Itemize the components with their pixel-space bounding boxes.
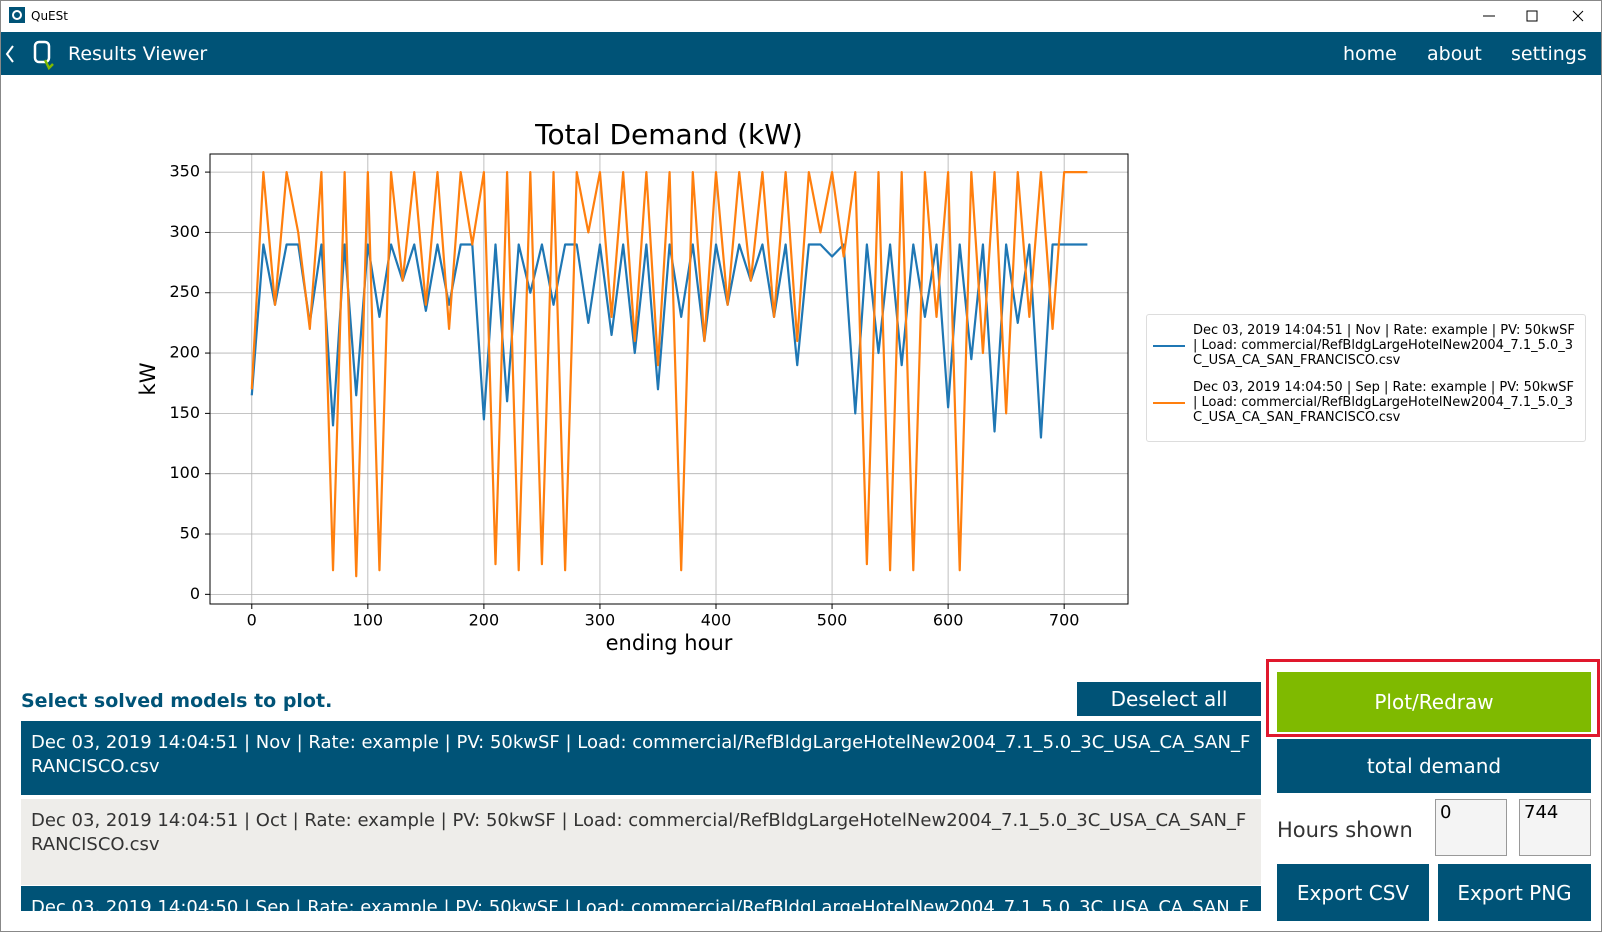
y-tick-label: 150 xyxy=(169,403,200,422)
export-png-button[interactable]: Export PNG xyxy=(1438,864,1591,921)
plot-frame xyxy=(209,153,1129,605)
x-tick-label: 700 xyxy=(1049,611,1080,630)
hours-label: Hours shown xyxy=(1277,818,1413,842)
chart: Total Demand (kW) ending hour kW 0 50 100 1… xyxy=(136,118,1129,655)
y-tick-label: 50 xyxy=(180,524,200,543)
nav-link[interactable]: home xyxy=(1343,43,1397,65)
nav-link[interactable]: settings xyxy=(1511,43,1587,65)
window-title: QuESt xyxy=(31,9,68,23)
hours-end-input[interactable]: 744 xyxy=(1519,799,1591,856)
y-tick-label: 250 xyxy=(169,282,200,301)
y-tick-label: 300 xyxy=(169,222,200,241)
deselect-button[interactable]: Deselect all xyxy=(1077,682,1261,716)
model-item[interactable]: Dec 03, 2019 14:04:51 | Nov | Rate: exam… xyxy=(21,721,1261,795)
title-bar: QuESt xyxy=(1,1,1601,31)
legend: Dec 03, 2019 14:04:51 | Nov | Rate: exam… xyxy=(1146,314,1586,442)
app-icon xyxy=(9,7,25,23)
legend-entry: Dec 03, 2019 14:04:50 | Sep | Rate: exam… xyxy=(1153,380,1579,425)
x-tick-label: 500 xyxy=(817,611,848,630)
view-button[interactable]: total demand xyxy=(1277,739,1591,793)
chart-title: Total Demand (kW) xyxy=(534,118,803,151)
nav-icons[interactable] xyxy=(3,40,63,72)
export-csv-button[interactable]: Export CSV xyxy=(1277,864,1429,921)
series-line xyxy=(250,170,1088,578)
y-tick-label: 200 xyxy=(169,343,200,362)
prompt: Select solved models to plot. xyxy=(21,690,333,712)
model-item[interactable]: Dec 03, 2019 14:04:50 | Sep | Rate: exam… xyxy=(21,886,1261,911)
legend-swatch xyxy=(1153,344,1185,347)
nav-title: Results Viewer xyxy=(68,43,208,65)
nav-bar: Results Viewer home about settings xyxy=(1,32,1601,75)
legend-label: Dec 03, 2019 14:04:51 | Nov | Rate: exam… xyxy=(1193,323,1575,368)
x-axis-label: ending hour xyxy=(606,631,733,655)
y-tick-label: 350 xyxy=(169,162,200,181)
hours-start-input[interactable]: 0 xyxy=(1435,799,1507,856)
legend-entry: Dec 03, 2019 14:04:51 | Nov | Rate: exam… xyxy=(1153,323,1579,368)
x-tick-label: 400 xyxy=(701,611,732,630)
x-tick-label: 200 xyxy=(469,611,500,630)
model-item[interactable]: Dec 03, 2019 14:04:51 | Oct | Rate: exam… xyxy=(21,799,1261,885)
plot-button[interactable]: Plot/Redraw xyxy=(1277,672,1591,732)
nav-link[interactable]: about xyxy=(1427,43,1482,65)
legend-swatch xyxy=(1153,401,1185,404)
y-tick-label: 100 xyxy=(169,463,200,482)
y-axis-label: kW xyxy=(136,362,160,395)
x-tick-label: 0 xyxy=(247,611,257,630)
window-controls[interactable] xyxy=(1471,1,1601,31)
legend-label: Dec 03, 2019 14:04:50 | Sep | Rate: exam… xyxy=(1193,380,1575,425)
x-tick-label: 300 xyxy=(585,611,616,630)
x-tick-label: 100 xyxy=(353,611,384,630)
x-tick-label: 600 xyxy=(933,611,964,630)
highlight-box xyxy=(1266,659,1600,737)
series-line xyxy=(250,243,1088,439)
y-tick-label: 0 xyxy=(190,584,200,603)
